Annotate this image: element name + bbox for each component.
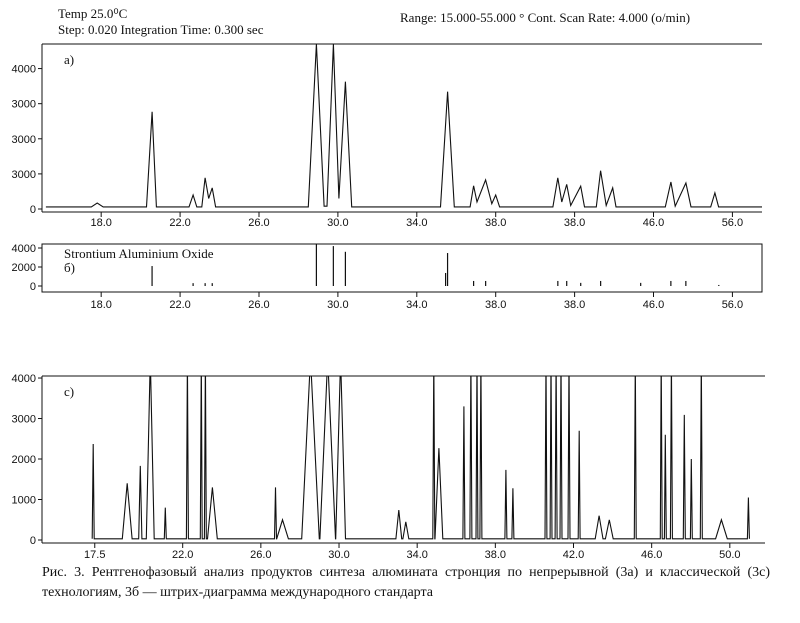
x-tick-label: 46.0 [643,217,664,229]
panel-label: c) [64,384,74,399]
y-tick-label: 2000 [12,262,36,274]
x-tick-label: 22.0 [169,299,190,311]
y-tick-label: 4000 [12,373,36,385]
x-tick-label: 50.0 [719,549,740,560]
header-range: Range: 15.000-55.000 ° Cont. Scan Rate: … [400,10,690,25]
y-tick-label: 3000 [12,99,36,111]
pattern-line [45,44,762,209]
x-tick-label: 46.0 [643,299,664,311]
plot-box [41,243,763,293]
x-tick-label: 30.0 [327,299,348,311]
y-tick-label: 4000 [12,64,36,76]
y-tick-label: 3000 [12,134,36,146]
pattern-line [91,376,750,540]
plot-area [91,376,750,540]
y-tick-label: 3000 [12,414,36,426]
y-tick-label: 0 [30,535,36,547]
x-tick-label: 56.0 [722,217,743,229]
x-tick-label: 18.0 [90,299,111,311]
caption: Рис. 3. Рентгенофазовый анализ продуктов… [42,565,770,600]
panel-label: б) [64,260,75,275]
y-tick-label: 1000 [12,495,36,507]
plot-area [45,44,762,209]
x-tick-label: 26.0 [248,217,269,229]
x-tick-label: 56.0 [722,299,743,311]
header-temp: Temp 25.0⁰C [58,6,127,21]
x-tick-label: 38.0 [564,299,585,311]
x-tick-label: 34.0 [406,549,427,560]
x-tick-label: 38.0 [485,549,506,560]
header-step: Step: 0.020 Integration Time: 0.300 sec [58,22,264,37]
x-tick-label: 42.0 [563,549,584,560]
y-tick-label: 0 [30,281,36,293]
x-tick-label: 26.0 [250,549,271,560]
panel-title: Strontium Aluminium Oxide [64,246,214,261]
y-tick-label: 3000 [12,169,36,181]
y-tick-label: 4000 [12,243,36,255]
x-tick-label: 46.0 [641,549,662,560]
x-tick-label: 34.0 [406,299,427,311]
x-tick-label: 22.0 [169,217,190,229]
plot-area [151,244,720,286]
x-tick-label: 18.0 [90,217,111,229]
x-tick-label: 34.0 [406,217,427,229]
panel-label: a) [64,52,74,67]
x-tick-label: 38.0 [564,217,585,229]
y-tick-label: 0 [30,204,36,216]
x-tick-label: 17.5 [84,549,105,560]
x-tick-label: 26.0 [248,299,269,311]
y-tick-label: 2000 [12,454,36,466]
x-tick-label: 38.0 [485,217,506,229]
x-tick-label: 22.0 [172,549,193,560]
x-tick-label: 30.0 [327,217,348,229]
x-tick-label: 30.0 [328,549,349,560]
x-tick-label: 38.0 [485,299,506,311]
figure: Temp 25.0⁰C Step: 0.020 Integration Time… [12,6,765,560]
